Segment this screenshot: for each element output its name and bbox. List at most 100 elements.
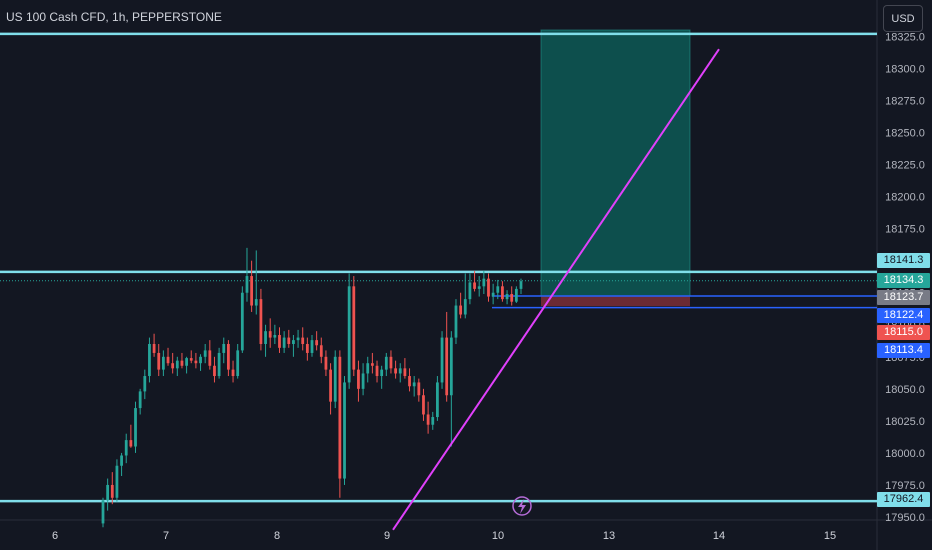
candle [175,356,179,377]
candle [305,337,309,361]
candle-body [417,382,421,396]
candle-body [329,369,332,402]
y-tick-label: 17975.0 [885,480,925,492]
candle [417,378,421,402]
price-tag-entry: 18123.7 [877,290,930,305]
candle-body [120,455,123,466]
candle [171,352,175,374]
candle [324,350,328,377]
candle [101,497,105,528]
candle [203,343,207,364]
candle [380,365,384,389]
candle-body [101,500,105,524]
candle [343,376,346,485]
y-tick-label: 17950.0 [885,512,925,524]
candle-body [185,358,188,366]
candle-body [231,369,235,377]
y-tick-label: 18000.0 [885,448,925,460]
candle-body [296,337,300,341]
candle [329,363,332,415]
y-tick-label: 18025.0 [885,416,925,428]
candle-body [124,440,128,456]
candle-body [343,382,346,479]
candle-body [134,408,137,447]
candle [347,273,351,389]
candle-body [426,414,430,425]
candle [403,358,407,379]
y-tick-label: 18050.0 [885,384,925,396]
candle-body [361,373,365,389]
chart-title: US 100 Cash CFD, 1h, PEPPERSTONE [6,10,222,24]
candle [496,279,500,300]
candle [138,388,142,415]
candle [301,327,305,351]
candle-body [440,337,444,383]
candle-body [468,282,472,300]
candle [222,337,226,364]
candle [227,340,230,377]
candle [236,343,240,379]
candle-body [189,358,193,361]
candle-body [315,340,319,346]
candle-body [227,343,230,370]
candle-body [333,356,337,402]
candle-body [161,356,165,370]
candle-body [273,335,277,338]
candle-body [463,299,467,315]
candle [124,433,128,464]
candle-body [236,350,240,377]
lightning-icon-bolt [518,499,526,514]
candle-body [250,276,254,306]
candle [366,356,370,383]
candle [292,335,295,357]
candle [412,376,416,397]
candle [333,350,337,409]
y-tick-label: 18225.0 [885,160,925,172]
candle [106,478,110,511]
candle-body [148,343,151,377]
candle-body [445,337,449,396]
candle-body [487,278,490,297]
candle [436,376,439,421]
candle-body [222,343,226,353]
candle [273,324,277,344]
candle [264,324,267,357]
candle-body [324,356,328,370]
candle-body [431,417,435,425]
candle [468,273,472,305]
candle [134,401,137,453]
candle [166,347,170,366]
candle [180,352,184,369]
candle-body [240,292,244,351]
candle [157,343,161,377]
candle [194,352,198,369]
candle [487,273,490,302]
candle-body [152,343,156,353]
price-tag-blue-lower: 18113.4 [877,343,930,358]
candle [268,318,272,348]
candle [338,350,342,498]
candle-body [213,365,216,377]
y-tick-label: 18250.0 [885,128,925,140]
candle-body [514,288,518,302]
candle-body [194,360,198,364]
candle-body [389,356,393,369]
candle [278,327,281,353]
candle-body [301,337,305,344]
price-tag-lower-line: 17962.4 [877,492,930,507]
candle-body [310,340,314,353]
candle-body [292,340,295,344]
price-tag-blue-upper: 18122.4 [877,308,930,323]
candle [491,283,495,305]
candle [431,411,435,430]
candle [310,335,314,357]
candle [440,331,444,389]
candle-body [412,382,416,387]
candle-body [366,363,370,374]
candle [370,352,374,374]
x-tick-label: 14 [713,530,725,542]
price-tag-upper-line: 18141.3 [877,253,930,268]
currency-button[interactable]: USD [883,5,923,32]
x-tick-label: 8 [274,530,280,542]
